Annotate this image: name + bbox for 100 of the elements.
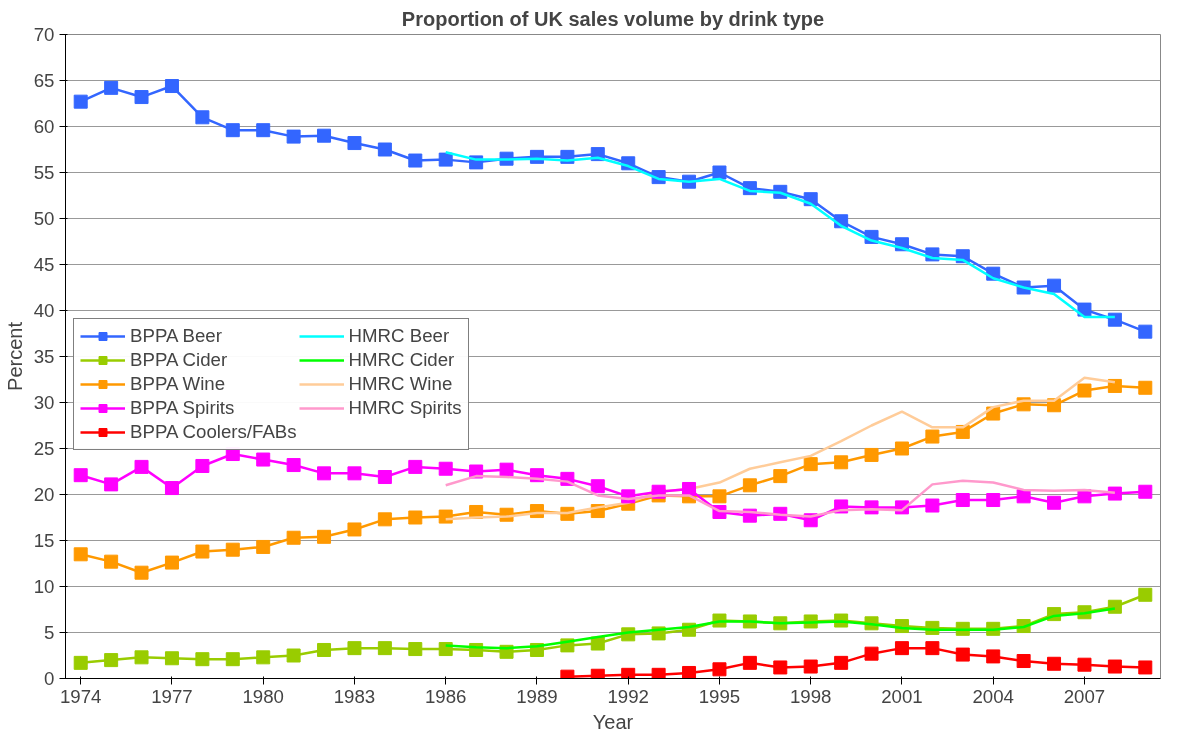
point: [377, 641, 392, 656]
x-tick-label: 1974: [59, 685, 102, 707]
y-tick-label: 55: [33, 162, 55, 183]
point: [590, 479, 605, 494]
point: [73, 94, 88, 109]
point: [408, 459, 423, 474]
point: [73, 468, 88, 483]
point: [1107, 659, 1122, 674]
point: [1047, 278, 1062, 293]
point: [925, 429, 940, 444]
point: [1138, 587, 1153, 602]
point: [438, 461, 453, 476]
point: [317, 128, 332, 143]
point: [651, 667, 666, 679]
point: [104, 80, 119, 95]
point: [834, 455, 849, 470]
point: [773, 660, 788, 675]
point: [225, 652, 240, 667]
point: [1077, 657, 1092, 672]
point: [256, 123, 271, 138]
point: [925, 641, 940, 656]
y-tick-label: 35: [33, 346, 55, 367]
point: [134, 650, 149, 665]
point: [225, 123, 240, 138]
legend-label: HMRC Beer: [348, 325, 450, 347]
legend-label: BPPA Beer: [130, 325, 222, 347]
point: [955, 647, 970, 662]
y-tick-label: 45: [33, 254, 55, 275]
point: [803, 659, 818, 674]
x-tick-label: 1995: [698, 685, 741, 707]
legend-label: BPPA Spirits: [130, 397, 235, 419]
point: [1047, 495, 1062, 510]
point: [73, 547, 88, 562]
point: [317, 529, 332, 544]
point: [104, 554, 119, 569]
legend-label: HMRC Wine: [348, 373, 453, 395]
x-tick-label: 2007: [1063, 685, 1106, 707]
point: [164, 555, 179, 570]
y-tick-label: 25: [33, 438, 55, 459]
point: [134, 459, 149, 474]
y-tick-label: 15: [33, 530, 55, 551]
point: [317, 466, 332, 481]
point: [712, 489, 727, 504]
point: [286, 129, 301, 144]
point: [864, 646, 879, 661]
point: [1077, 383, 1092, 398]
point: [864, 447, 879, 462]
point: [1138, 484, 1153, 499]
point: [347, 522, 362, 537]
point: [1138, 660, 1153, 675]
y-tick-label: 65: [33, 70, 55, 91]
point: [1107, 312, 1122, 327]
point: [73, 655, 88, 670]
point: [104, 653, 119, 668]
point: [712, 662, 727, 677]
y-tick-label: 40: [33, 300, 55, 321]
point: [347, 641, 362, 656]
point: [347, 466, 362, 481]
point: [742, 478, 757, 493]
point: [377, 142, 392, 157]
y-tick-label: 5: [44, 622, 55, 643]
point: [1138, 324, 1153, 339]
point: [621, 667, 636, 679]
point: [195, 458, 210, 473]
point: [164, 481, 179, 496]
point: [195, 544, 210, 559]
x-tick-label: 1992: [607, 685, 649, 707]
point: [712, 165, 727, 180]
point: [682, 481, 697, 496]
chart-title: Proportion of UK sales volume by drink type: [401, 7, 825, 30]
point: [317, 642, 332, 657]
y-tick-label: 20: [33, 484, 55, 505]
point: [286, 458, 301, 473]
point: [1138, 380, 1153, 395]
point: [286, 530, 301, 545]
point: [1016, 654, 1031, 669]
point: [499, 462, 514, 477]
point: [955, 493, 970, 508]
legend-label: HMRC Spirits: [348, 397, 462, 419]
point: [195, 110, 210, 125]
y-tick-label: 30: [33, 392, 55, 413]
point: [164, 651, 179, 666]
point: [104, 477, 119, 492]
point: [286, 648, 301, 663]
point: [256, 650, 271, 665]
y-tick-label: 60: [33, 116, 55, 137]
point: [134, 90, 149, 105]
point: [986, 493, 1001, 508]
point: [986, 649, 1001, 664]
legend-label: BPPA Wine: [130, 373, 226, 395]
point: [1077, 489, 1092, 504]
point: [925, 498, 940, 513]
point: [377, 512, 392, 527]
point: [347, 136, 362, 151]
x-axis-title: Year: [592, 710, 634, 733]
legend-label: BPPA Coolers/FABs: [130, 421, 297, 443]
x-tick-label: 1989: [516, 685, 558, 707]
point: [438, 152, 453, 167]
point: [408, 153, 423, 168]
x-tick-label: 2004: [972, 685, 1014, 707]
